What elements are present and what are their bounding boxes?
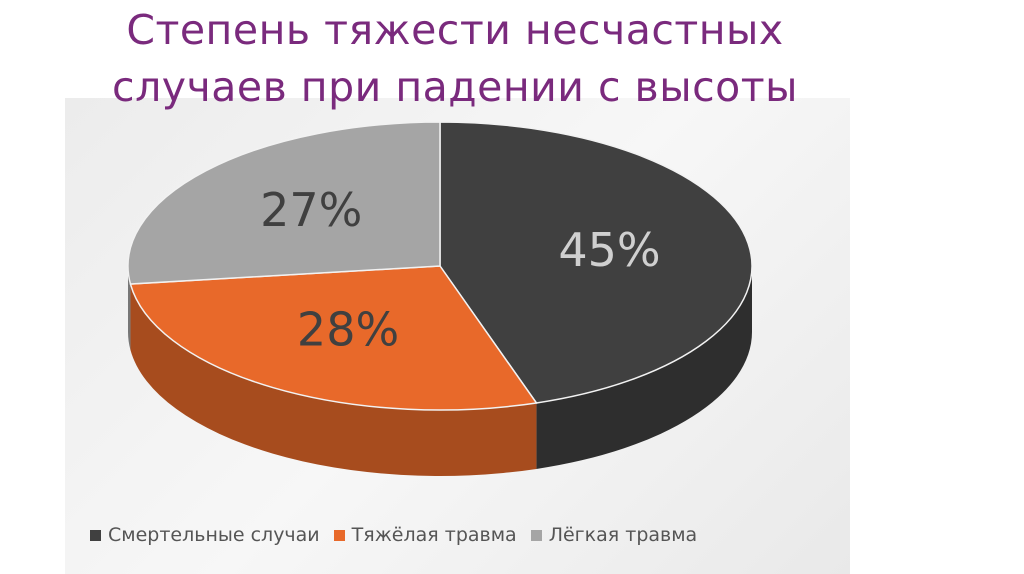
legend-swatch [90,529,101,541]
legend-swatch [530,529,542,541]
chart-title: Степень тяжести несчастных случаев при п… [112,6,798,111]
legend-label: Лёгкая травма [548,524,698,546]
slice-side [128,266,131,351]
legend-item: Смертельные случаи [90,524,320,546]
slice [129,265,538,411]
legend-label: Тяжёлая травма [351,524,517,546]
legend-item: Лёгкая травма [530,524,698,546]
data-label: 45% [558,223,660,277]
data-label: 28% [297,302,399,356]
legend-swatch [333,529,345,541]
slice [439,121,753,404]
legend-item: Тяжёлая травма [333,524,517,546]
data-label: 27% [260,183,362,237]
legend: Смертельные случаи Тяжёлая травма Лёгкая т… [90,524,697,546]
legend-label: Смертельные случаи [108,524,320,546]
slice-side [130,284,537,477]
slice [127,121,441,285]
slice-side [536,266,752,469]
